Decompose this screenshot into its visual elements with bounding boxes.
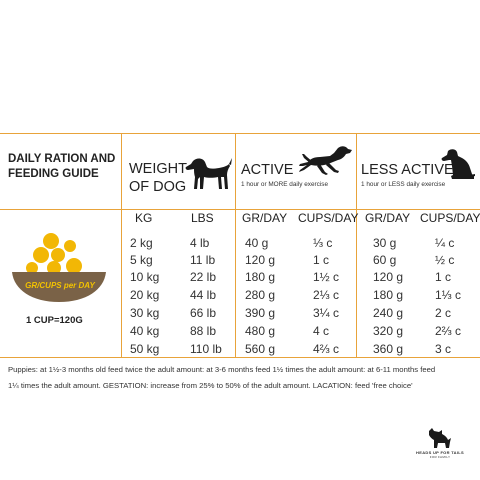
- cell-kg: 5 kg: [130, 253, 153, 267]
- cell-lbs: 4 lb: [190, 236, 210, 250]
- cell-lbs: 88 lb: [190, 324, 217, 338]
- puppy-feeding-footnote: Puppies: at 1½-3 months old feed twice t…: [8, 362, 474, 394]
- cell-active-cups: 2⅓ c: [313, 288, 340, 302]
- cell-active-gr: 40 g: [245, 236, 269, 250]
- guide-title-line-2: FEEDING GUIDE: [8, 168, 99, 180]
- active-subtitle: 1 hour or MORE daily exercise: [241, 181, 329, 188]
- cell-less-gr: 240 g: [373, 306, 404, 320]
- brand-name: HEADS UP FOR TAILS: [416, 450, 464, 455]
- cell-active-cups: 1½ c: [313, 270, 340, 284]
- cell-kg: 20 kg: [130, 288, 160, 302]
- cup-conversion-note: 1 CUP=120G: [26, 315, 83, 326]
- col-header-less-cups: CUPS/DAY: [420, 211, 480, 225]
- cell-active-gr: 120 g: [245, 253, 276, 267]
- col-header-active-gr: GR/DAY: [242, 211, 288, 225]
- table-bottom-border: [0, 357, 480, 358]
- cell-less-cups: 1⅓ c: [435, 288, 462, 302]
- cell-active-gr: 390 g: [245, 306, 276, 320]
- puppy-logo-icon: [429, 428, 451, 448]
- cell-active-cups: 1 c: [313, 253, 330, 267]
- cell-less-cups: ½ c: [435, 253, 455, 267]
- cell-less-gr: 30 g: [373, 236, 397, 250]
- cell-less-cups: ¼ c: [435, 236, 455, 250]
- cell-less-cups: 2 c: [435, 306, 452, 320]
- col-header-lbs: LBS: [191, 211, 214, 225]
- food-bowl-icon: [12, 233, 106, 302]
- cell-kg: 50 kg: [130, 342, 160, 356]
- cell-kg: 2 kg: [130, 236, 153, 250]
- cell-less-gr: 60 g: [373, 253, 397, 267]
- cell-less-gr: 120 g: [373, 270, 404, 284]
- cell-lbs: 11 lb: [190, 253, 216, 267]
- cell-active-cups: 4 c: [313, 324, 330, 338]
- cell-active-cups: 4⅔ c: [313, 342, 340, 356]
- cell-kg: 40 kg: [130, 324, 160, 338]
- less-active-subtitle: 1 hour or LESS daily exercise: [361, 181, 446, 188]
- cell-less-cups: 2⅔ c: [435, 324, 462, 338]
- cell-lbs: 66 lb: [190, 306, 217, 320]
- cell-less-gr: 360 g: [373, 342, 404, 356]
- footnote-line-1: Puppies: at 1½-3 months old feed twice t…: [8, 365, 436, 374]
- cell-active-cups: 3¼ c: [313, 306, 340, 320]
- weight-title-line-2: OF DOG: [129, 179, 187, 195]
- jumping-dog-icon: [299, 146, 352, 175]
- cell-less-cups: 1 c: [435, 270, 452, 284]
- cell-active-gr: 480 g: [245, 324, 276, 338]
- sitting-dog-icon: [441, 149, 475, 179]
- cell-lbs: 22 lb: [190, 270, 217, 284]
- cell-kg: 10 kg: [130, 270, 160, 284]
- column-divider-2: [235, 133, 236, 357]
- weight-title-line-1: WEIGHT: [129, 161, 187, 177]
- cell-active-gr: 180 g: [245, 270, 276, 284]
- table-top-border: [0, 133, 480, 134]
- col-header-kg: KG: [135, 211, 153, 225]
- cell-active-gr: 560 g: [245, 342, 276, 356]
- cell-less-gr: 320 g: [373, 324, 404, 338]
- brand-logo: HEADS UP FOR TAILS FOR FAMILY: [408, 450, 472, 460]
- column-divider-3: [356, 133, 357, 357]
- cell-less-gr: 180 g: [373, 288, 404, 302]
- cell-lbs: 44 lb: [190, 288, 217, 302]
- guide-title-line-1: DAILY RATION AND: [8, 153, 116, 165]
- cell-active-cups: ⅓ c: [313, 236, 333, 250]
- cell-active-gr: 280 g: [245, 288, 276, 302]
- weight-title: WEIGHT OF DOG: [129, 160, 187, 196]
- standing-dog-icon: [185, 158, 232, 189]
- cell-lbs: 110 lb: [190, 342, 222, 356]
- cell-less-cups: 3 c: [435, 342, 452, 356]
- column-divider-1: [121, 133, 122, 357]
- col-header-less-gr: GR/DAY: [365, 211, 411, 225]
- less-active-title: LESS ACTIVE: [361, 162, 454, 178]
- footnote-line-2: 1¼ times the adult amount. GESTATION: in…: [8, 381, 413, 390]
- guide-title: DAILY RATION AND FEEDING GUIDE: [8, 152, 115, 182]
- active-title: ACTIVE: [241, 162, 294, 178]
- col-header-active-cups: CUPS/DAY: [298, 211, 359, 225]
- bowl-label: GR/CUPS per DAY: [25, 281, 95, 290]
- brand-tagline: FOR FAMILY: [429, 455, 451, 459]
- cell-kg: 30 kg: [130, 306, 160, 320]
- table-header-border: [0, 209, 480, 210]
